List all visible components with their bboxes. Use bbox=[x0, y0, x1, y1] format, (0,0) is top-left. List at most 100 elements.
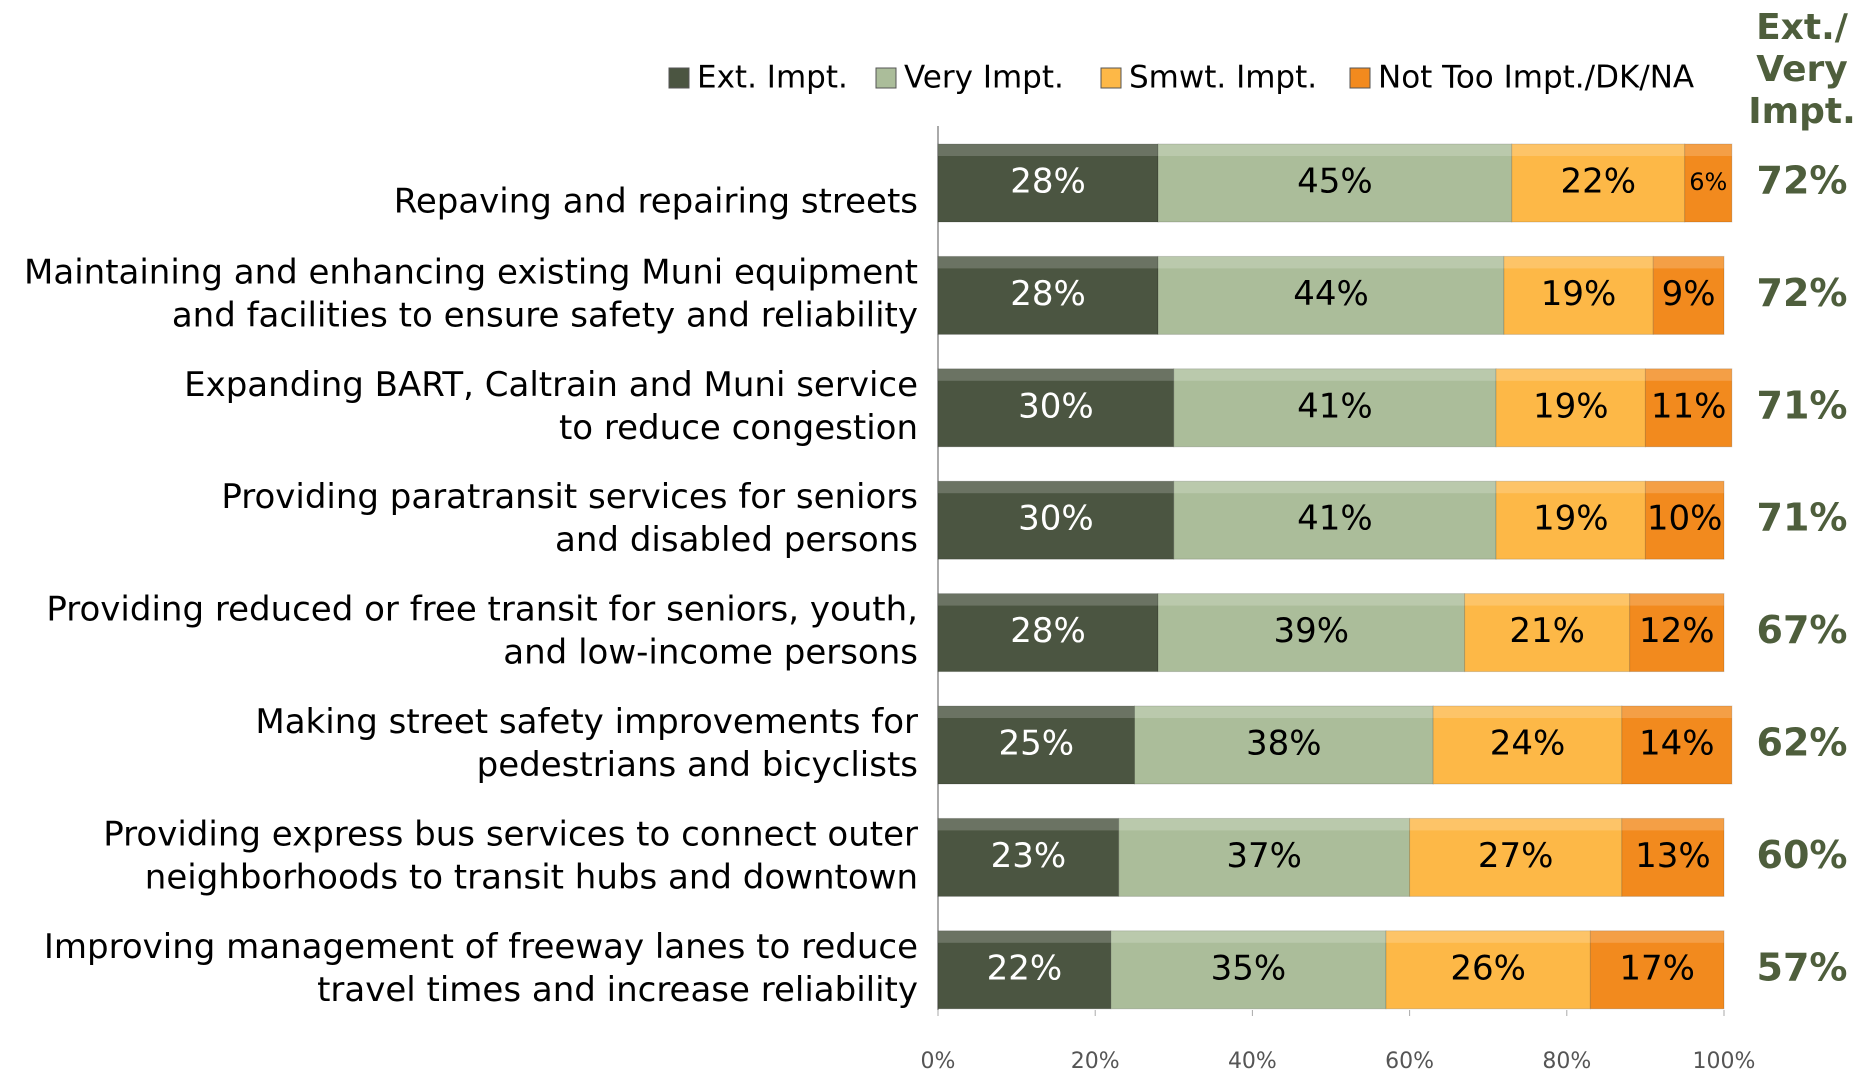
value-label: 37% bbox=[1226, 836, 1302, 876]
bar-highlight bbox=[938, 481, 1174, 494]
bar-highlight bbox=[1386, 930, 1591, 943]
bar-segment bbox=[1589, 930, 1725, 1010]
bar-segment bbox=[1629, 593, 1725, 673]
bar-highlight bbox=[938, 144, 1159, 156]
category-label: and disabled persons bbox=[555, 520, 918, 560]
value-label: 41% bbox=[1297, 386, 1373, 426]
value-label: 38% bbox=[1246, 724, 1322, 764]
total-label: 72% bbox=[1757, 271, 1848, 315]
category-label: Repaving and repairing streets bbox=[394, 182, 918, 222]
legend-label: Not Too Impt./DK/NA bbox=[1378, 60, 1694, 96]
bar-highlight bbox=[1173, 481, 1497, 494]
bar-segment bbox=[1495, 480, 1646, 560]
x-tick-label: 60% bbox=[1385, 1049, 1434, 1074]
total-label: 72% bbox=[1757, 159, 1848, 203]
bar-highlight bbox=[1464, 593, 1630, 606]
bar-highlight bbox=[938, 706, 1135, 718]
total-label: 67% bbox=[1757, 608, 1848, 652]
bar-highlight bbox=[1511, 144, 1685, 156]
legend-label: Smwt. Impt. bbox=[1129, 60, 1317, 96]
value-label: 14% bbox=[1639, 724, 1715, 764]
value-label: 11% bbox=[1651, 386, 1727, 426]
value-label: 28% bbox=[1010, 611, 1086, 651]
bar-segment bbox=[937, 817, 1120, 897]
value-label: 25% bbox=[998, 724, 1074, 764]
bar-highlight bbox=[1158, 593, 1465, 606]
category-label: to reduce congestion bbox=[559, 408, 918, 448]
bar-segment bbox=[1652, 255, 1725, 335]
bar-segment bbox=[937, 480, 1175, 560]
bar-segment bbox=[937, 705, 1135, 785]
category-label: Providing reduced or free transit for se… bbox=[46, 590, 918, 630]
value-label: 9% bbox=[1662, 274, 1716, 314]
legend-swatch bbox=[1100, 67, 1122, 89]
legend-label: Very Impt. bbox=[904, 60, 1064, 96]
legend-swatch bbox=[1349, 67, 1371, 89]
bar-segment bbox=[1118, 817, 1411, 897]
value-label: 21% bbox=[1509, 611, 1585, 651]
value-label: 12% bbox=[1639, 611, 1715, 651]
category-label: pedestrians and bicyclists bbox=[477, 745, 918, 785]
bar-highlight bbox=[1496, 368, 1646, 381]
bar-highlight bbox=[1684, 144, 1732, 156]
value-label: 17% bbox=[1619, 948, 1695, 988]
value-label: 10% bbox=[1647, 499, 1723, 539]
category-label: Providing paratransit services for senio… bbox=[221, 477, 918, 517]
value-label: 6% bbox=[1689, 168, 1727, 196]
category-label: Providing express bus services to connec… bbox=[103, 814, 918, 854]
bar-highlight bbox=[938, 930, 1111, 943]
bar-highlight bbox=[1629, 593, 1724, 606]
legend-swatch bbox=[875, 67, 897, 89]
bar-segment bbox=[1511, 143, 1686, 223]
legend-label: Ext. Impt. bbox=[697, 60, 848, 96]
value-label: 44% bbox=[1293, 274, 1369, 314]
value-label: 24% bbox=[1490, 724, 1566, 764]
bar-highlight bbox=[1433, 706, 1622, 718]
bar-highlight bbox=[938, 368, 1174, 381]
bar-segment bbox=[1385, 930, 1591, 1010]
value-label: 28% bbox=[1010, 274, 1086, 314]
x-tick-label: 100% bbox=[1693, 1049, 1756, 1074]
bar-highlight bbox=[1621, 818, 1724, 831]
bar-segment bbox=[937, 593, 1159, 673]
total-label: 62% bbox=[1757, 721, 1848, 765]
bar-highlight bbox=[1645, 368, 1732, 381]
bar-segment bbox=[1157, 255, 1505, 335]
value-label: 45% bbox=[1297, 162, 1373, 202]
totals-header: Very bbox=[1756, 49, 1848, 90]
bar-segment bbox=[1684, 143, 1733, 223]
bar-highlight bbox=[1645, 481, 1724, 494]
category-label: neighborhoods to transit hubs and downto… bbox=[145, 857, 918, 897]
value-label: 23% bbox=[991, 836, 1067, 876]
value-label: 13% bbox=[1635, 836, 1711, 876]
bar-highlight bbox=[1173, 368, 1497, 381]
category-label: Expanding BART, Caltrain and Muni servic… bbox=[184, 365, 918, 405]
bar-highlight bbox=[1134, 706, 1434, 718]
bar-highlight bbox=[1118, 818, 1410, 831]
bar-segment bbox=[937, 368, 1175, 448]
bar-highlight bbox=[1621, 706, 1732, 718]
x-tick-label: 20% bbox=[1071, 1049, 1120, 1074]
bar-highlight bbox=[1496, 481, 1646, 494]
value-label: 35% bbox=[1211, 948, 1287, 988]
bar-segment bbox=[1157, 593, 1466, 673]
value-label: 26% bbox=[1450, 948, 1526, 988]
bar-highlight bbox=[1653, 256, 1724, 269]
category-label: Making street safety improvements for bbox=[255, 702, 918, 742]
value-label: 19% bbox=[1533, 499, 1609, 539]
bar-segment bbox=[1432, 705, 1623, 785]
bar-highlight bbox=[938, 593, 1159, 606]
bar-segment bbox=[1157, 143, 1513, 223]
bar-segment bbox=[1644, 368, 1733, 448]
category-label: Improving management of freeway lanes to… bbox=[44, 927, 918, 967]
bar-segment bbox=[937, 930, 1112, 1010]
x-tick-label: 40% bbox=[1228, 1049, 1277, 1074]
totals-header: Ext./ bbox=[1756, 7, 1849, 48]
category-label: travel times and increase reliability bbox=[317, 970, 918, 1010]
category-label: and facilities to ensure safety and reli… bbox=[172, 295, 918, 335]
bar-segment bbox=[1173, 480, 1497, 560]
x-tick-label: 80% bbox=[1542, 1049, 1591, 1074]
bar-highlight bbox=[1503, 256, 1654, 269]
bar-highlight bbox=[1158, 256, 1504, 269]
